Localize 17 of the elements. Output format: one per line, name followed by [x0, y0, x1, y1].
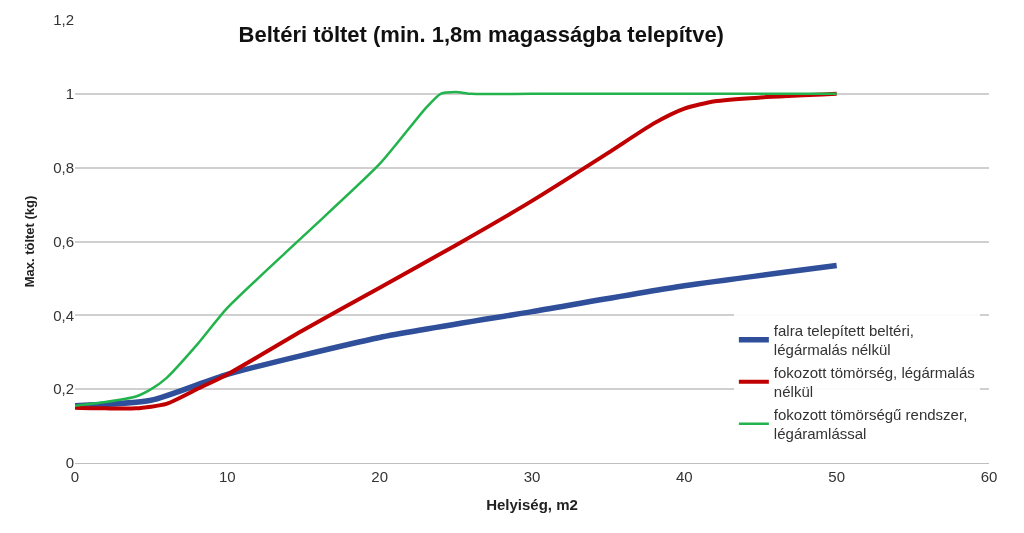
- y-tick-label: 0,8: [53, 158, 74, 176]
- y-tick-label: 0: [65, 454, 74, 472]
- y-tick-label: 0,4: [53, 306, 74, 324]
- x-tick-label: 20: [371, 468, 389, 485]
- x-tick-label: 40: [675, 468, 693, 485]
- y-axis-title: Max. töltet (kg): [22, 195, 38, 288]
- chart-title: Beltéri töltet (min. 1,8m magasságba telepítve): [238, 22, 724, 48]
- y-tick-label: 0,2: [53, 380, 74, 398]
- x-axis-title: Helyiség, m2: [486, 496, 578, 513]
- x-tick-label: 10: [218, 468, 236, 485]
- x-tick-label: 50: [828, 468, 846, 485]
- y-tick-label: 0,6: [53, 232, 74, 250]
- y-tick-label: 1: [65, 85, 74, 103]
- x-tick-label: 30: [523, 468, 541, 485]
- legend-label: fokozott tömörségű rendszer, légáramlással: [773, 405, 968, 443]
- y-tick-label: 1,2: [53, 11, 74, 29]
- x-tick-label: 60: [980, 468, 998, 485]
